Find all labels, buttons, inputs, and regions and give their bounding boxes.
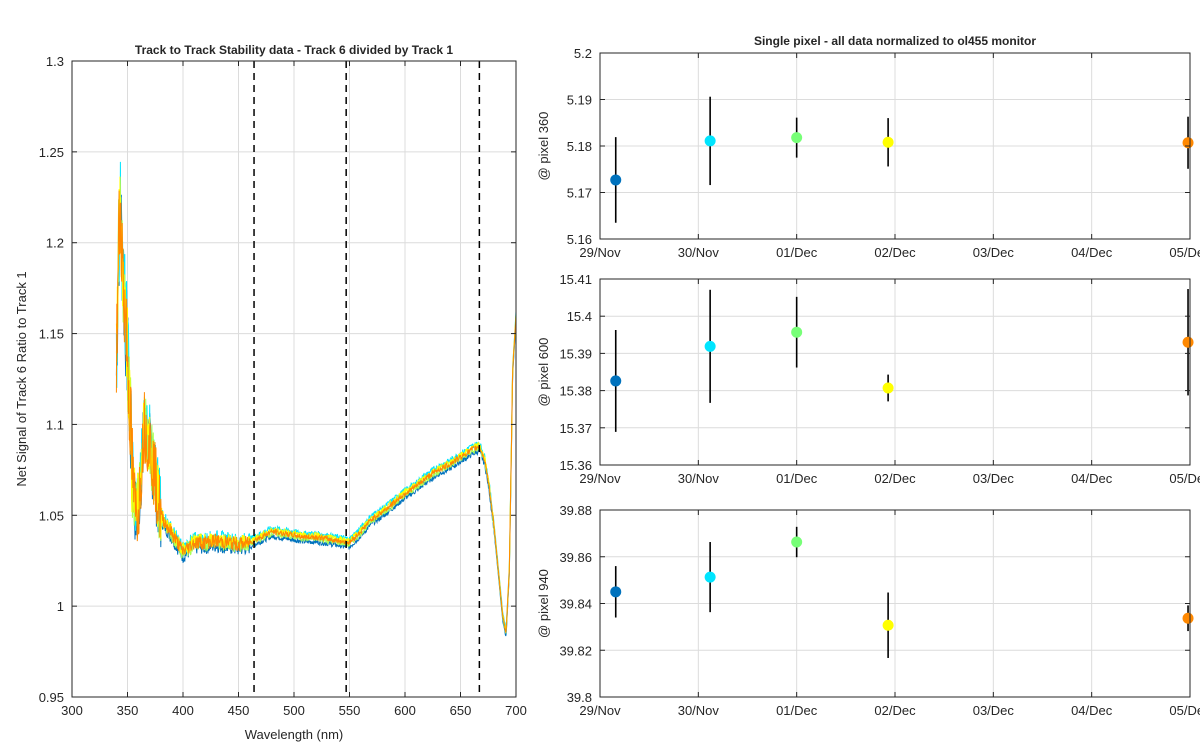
panel3-ytick-label: 39.86 [559, 550, 592, 565]
panel3-y-axis-label: @ pixel 940 [536, 569, 551, 638]
panel1-ytick-label: 5.2 [574, 46, 592, 61]
panel1-data-point [610, 174, 622, 186]
panel2-xtick-label: 04/Dec [1071, 471, 1113, 486]
left-ytick-label: 1.1 [46, 417, 64, 432]
panel1-ytick-label: 5.18 [567, 139, 592, 154]
left-xtick-label: 650 [450, 703, 472, 718]
panel1-xtick-label: 05/Dec [1169, 245, 1200, 260]
left-y-axis-label: Net Signal of Track 6 Ratio to Track 1 [14, 271, 29, 486]
panel1-xtick-label: 03/Dec [973, 245, 1015, 260]
panel3-data-point [610, 586, 622, 598]
panel3-xtick-label: 05/Dec [1169, 703, 1200, 718]
panel3-xtick-label: 01/Dec [776, 703, 818, 718]
panel2-xtick-label: 02/Dec [874, 471, 916, 486]
panel2-data-point [791, 326, 803, 338]
left-xtick-label: 500 [283, 703, 305, 718]
left-xtick-label: 400 [172, 703, 194, 718]
panel3-ytick-label: 39.82 [559, 643, 592, 658]
left-ytick-label: 1.3 [46, 54, 64, 69]
panel1-xtick-label: 01/Dec [776, 245, 818, 260]
left-ytick-label: 1.15 [39, 327, 64, 342]
panel1-data-point [882, 136, 894, 148]
panel2-xtick-label: 01/Dec [776, 471, 818, 486]
panel1-y-axis-label: @ pixel 360 [536, 112, 551, 181]
left-xtick-label: 600 [394, 703, 416, 718]
panel3-ytick-label: 39.84 [559, 597, 592, 612]
panel2-ytick-label: 15.39 [559, 346, 592, 361]
panel1-xtick-label: 04/Dec [1071, 245, 1113, 260]
left-ytick-label: 1 [57, 599, 64, 614]
panel1-xtick-label: 30/Nov [678, 245, 720, 260]
left-xtick-label: 350 [117, 703, 139, 718]
panel1-ytick-label: 5.16 [567, 232, 592, 247]
left-series-line [115, 161, 516, 630]
panel2-xtick-label: 30/Nov [678, 471, 720, 486]
panel3-data-point [1182, 612, 1194, 624]
panel2-data-point [882, 382, 894, 394]
left-series-line [115, 190, 516, 633]
panel3-xtick-label: 29/Nov [579, 703, 621, 718]
panel1-xtick-label: 29/Nov [579, 245, 621, 260]
panel2-data-point [1182, 336, 1194, 348]
left-xtick-label: 300 [61, 703, 83, 718]
panel1-ytick-label: 5.19 [567, 93, 592, 108]
left-ytick-label: 0.95 [39, 690, 64, 705]
left-ytick-label: 1.05 [39, 508, 64, 523]
left-xtick-label: 550 [339, 703, 361, 718]
panel3-data-point [791, 536, 803, 548]
panel2-xtick-label: 03/Dec [973, 471, 1015, 486]
left-xtick-label: 700 [505, 703, 527, 718]
panel2-ytick-label: 15.38 [559, 384, 592, 399]
panel1-ytick-label: 5.17 [567, 186, 592, 201]
panel3-xtick-label: 30/Nov [678, 703, 720, 718]
panel3-ytick-label: 39.8 [567, 690, 592, 705]
panel3-xtick-label: 04/Dec [1071, 703, 1113, 718]
left-x-axis-label: Wavelength (nm) [245, 727, 344, 742]
panel1-data-point [791, 132, 803, 144]
panel2-ytick-label: 15.36 [559, 458, 592, 473]
left-ytick-label: 1.25 [39, 145, 64, 160]
panel2-data-point [704, 340, 716, 352]
panel1-chart-title: Single pixel - all data normalized to ol… [754, 34, 1036, 48]
panel2-ytick-label: 15.41 [559, 272, 592, 287]
panel3-xtick-label: 03/Dec [973, 703, 1015, 718]
panel3-xtick-label: 02/Dec [874, 703, 916, 718]
panel3-data-point [704, 571, 716, 583]
panel3-data-point [882, 619, 894, 631]
panel1-data-point [704, 135, 716, 147]
panel2-data-point [610, 375, 622, 387]
left-xtick-label: 450 [228, 703, 250, 718]
panel1-xtick-label: 02/Dec [874, 245, 916, 260]
panel3-ytick-label: 39.88 [559, 503, 592, 518]
panel2-y-axis-label: @ pixel 600 [536, 338, 551, 407]
panel2-xtick-label: 29/Nov [579, 471, 621, 486]
panel2-ytick-label: 15.37 [559, 421, 592, 436]
left-ytick-label: 1.2 [46, 236, 64, 251]
panel1-data-point [1182, 137, 1194, 149]
left-series-line [115, 176, 516, 631]
left-chart-title: Track to Track Stability data - Track 6 … [135, 43, 453, 57]
panel2-ytick-label: 15.4 [567, 309, 592, 324]
panel2-xtick-label: 05/Dec [1169, 471, 1200, 486]
